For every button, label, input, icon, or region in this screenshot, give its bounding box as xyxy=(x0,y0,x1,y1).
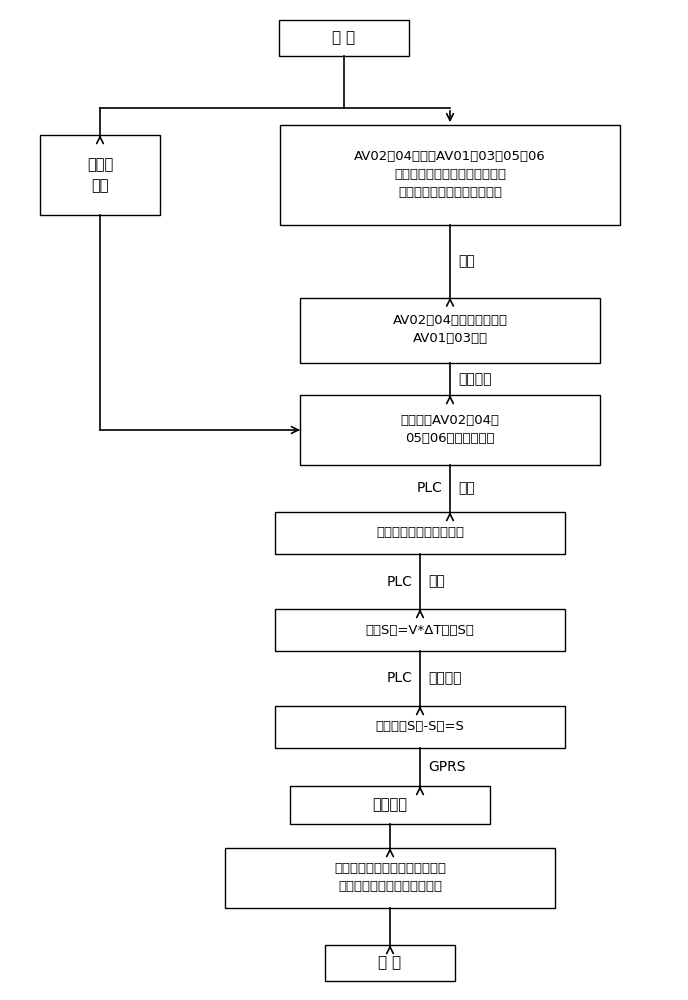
Bar xyxy=(290,786,490,824)
Text: 采集流量计、计时器数值: 采集流量计、计时器数值 xyxy=(376,526,464,540)
Text: 监控中心: 监控中心 xyxy=(372,798,407,812)
Text: 输出结果: 输出结果 xyxy=(428,672,462,686)
Text: 利用公式S总-S固=S: 利用公式S总-S固=S xyxy=(376,720,464,734)
Text: 利用S总=V*ΔT得出S总: 利用S总=V*ΔT得出S总 xyxy=(365,624,475,637)
Text: PLC: PLC xyxy=(386,574,412,588)
Text: 真空泵，AV02、04、
05、06，计时器关闭: 真空泵，AV02、04、 05、06，计时器关闭 xyxy=(400,414,499,446)
Bar xyxy=(279,20,409,56)
Text: 可燃气体报警器，质量流量计，
温度传感器，压力变送器关闭: 可燃气体报警器，质量流量计， 温度传感器，压力变送器关闭 xyxy=(334,862,446,894)
Bar xyxy=(275,609,565,651)
Text: 真空泵
抽气: 真空泵 抽气 xyxy=(87,157,113,193)
Text: 结 束: 结 束 xyxy=(378,956,402,970)
Bar xyxy=(275,706,565,748)
Text: 读数: 读数 xyxy=(458,482,475,495)
Text: 再次报警: 再次报警 xyxy=(458,372,491,386)
Bar xyxy=(280,125,620,225)
Text: GPRS: GPRS xyxy=(428,760,466,774)
Text: 报警: 报警 xyxy=(458,254,475,268)
Text: AV02、04关闭，AV01、03、05、06
可燃气体报警器，质量流量计，
温度传感器，压力变送器开启: AV02、04关闭，AV01、03、05、06 可燃气体报警器，质量流量计， 温… xyxy=(354,150,546,200)
Bar xyxy=(300,395,600,465)
Bar xyxy=(225,848,555,908)
Text: AV02、04，计时器开启，
AV01、03关闭: AV02、04，计时器开启， AV01、03关闭 xyxy=(392,314,508,346)
Text: PLC: PLC xyxy=(386,672,412,686)
Bar xyxy=(40,135,160,215)
Text: PLC: PLC xyxy=(416,482,442,495)
Bar xyxy=(325,945,455,981)
Text: 计算: 计算 xyxy=(428,574,444,588)
Bar xyxy=(275,512,565,554)
Text: 开 始: 开 始 xyxy=(332,30,356,45)
Bar xyxy=(300,298,600,362)
